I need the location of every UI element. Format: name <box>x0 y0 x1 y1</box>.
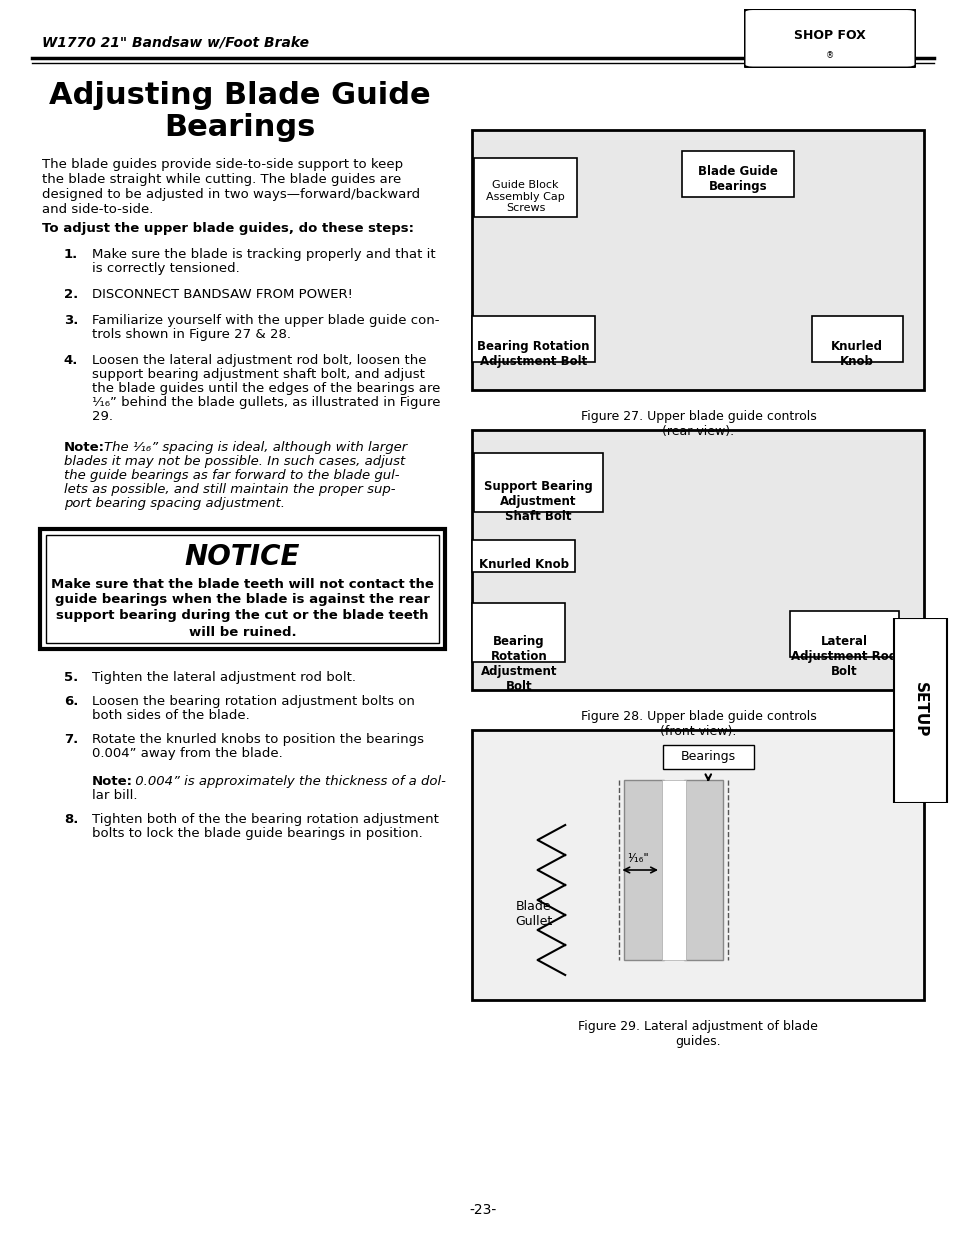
Text: 4.: 4. <box>64 354 78 367</box>
Text: 29.: 29. <box>91 410 112 424</box>
Text: is correctly tensioned.: is correctly tensioned. <box>91 262 239 275</box>
Text: port bearing spacing adjustment.: port bearing spacing adjustment. <box>64 496 285 510</box>
Text: 5.: 5. <box>64 671 78 684</box>
Text: will be ruined.: will be ruined. <box>189 625 296 638</box>
Text: Lateral
Adjustment Rod
Bolt: Lateral Adjustment Rod Bolt <box>791 635 897 678</box>
FancyBboxPatch shape <box>472 316 594 362</box>
Text: NOTICE: NOTICE <box>185 543 300 571</box>
Text: Figure 27. Upper blade guide controls
(rear view).: Figure 27. Upper blade guide controls (r… <box>580 410 816 438</box>
Bar <box>472 430 923 690</box>
Text: 1.: 1. <box>64 248 78 261</box>
Text: Tighten the lateral adjustment rod bolt.: Tighten the lateral adjustment rod bolt. <box>91 671 355 684</box>
Text: The blade guides provide side-to-side support to keep: The blade guides provide side-to-side su… <box>42 158 403 170</box>
Text: designed to be adjusted in two ways—forward/backward: designed to be adjusted in two ways—forw… <box>42 188 420 201</box>
FancyBboxPatch shape <box>474 158 577 217</box>
FancyBboxPatch shape <box>681 151 793 198</box>
Text: support bearing during the cut or the blade teeth: support bearing during the cut or the bl… <box>56 610 428 622</box>
Text: Figure 28. Upper blade guide controls
(front view).: Figure 28. Upper blade guide controls (f… <box>580 710 816 739</box>
Text: W1770 21" Bandsaw w/Foot Brake: W1770 21" Bandsaw w/Foot Brake <box>42 35 309 49</box>
FancyBboxPatch shape <box>662 745 753 769</box>
FancyBboxPatch shape <box>789 611 898 657</box>
Text: 0.004” away from the blade.: 0.004” away from the blade. <box>91 747 282 760</box>
Text: lets as possible, and still maintain the proper sup-: lets as possible, and still maintain the… <box>64 483 395 496</box>
Text: Knurled Knob: Knurled Knob <box>478 558 568 571</box>
Text: Guide Block
Assembly Cap
Screws: Guide Block Assembly Cap Screws <box>486 180 564 214</box>
Text: trols shown in Figure 27 & 28.: trols shown in Figure 27 & 28. <box>91 329 291 341</box>
Text: 8.: 8. <box>64 813 78 826</box>
Text: 0.004” is approximately the thickness of a dol-: 0.004” is approximately the thickness of… <box>131 776 445 788</box>
FancyBboxPatch shape <box>472 540 575 572</box>
Text: Rotate the knurled knobs to position the bearings: Rotate the knurled knobs to position the… <box>91 734 423 746</box>
Text: ®: ® <box>825 52 833 61</box>
FancyBboxPatch shape <box>472 603 564 662</box>
Text: ¹⁄₁₆": ¹⁄₁₆" <box>627 852 648 864</box>
Text: and side-to-side.: and side-to-side. <box>42 203 153 216</box>
Text: lar bill.: lar bill. <box>91 789 137 802</box>
Text: Bearings: Bearings <box>680 750 735 763</box>
Bar <box>472 730 923 1000</box>
Text: Figure 29. Lateral adjustment of blade
guides.: Figure 29. Lateral adjustment of blade g… <box>578 1020 818 1049</box>
Bar <box>624 781 663 960</box>
Text: Loosen the lateral adjustment rod bolt, loosen the: Loosen the lateral adjustment rod bolt, … <box>91 354 426 367</box>
Bar <box>40 529 444 650</box>
Text: Note:: Note: <box>91 776 132 788</box>
Text: 7.: 7. <box>64 734 78 746</box>
FancyBboxPatch shape <box>474 453 602 513</box>
Text: 6.: 6. <box>64 695 78 708</box>
Bar <box>661 781 685 960</box>
Text: SETUP: SETUP <box>912 683 927 737</box>
Bar <box>46 535 438 643</box>
Text: SHOP FOX: SHOP FOX <box>793 28 865 42</box>
FancyBboxPatch shape <box>743 9 915 68</box>
Text: Make sure the blade is tracking properly and that it: Make sure the blade is tracking properly… <box>91 248 435 261</box>
Text: To adjust the upper blade guides, do these steps:: To adjust the upper blade guides, do the… <box>42 222 414 235</box>
Text: Blade
Gullet: Blade Gullet <box>515 900 552 927</box>
Text: guide bearings when the blade is against the rear: guide bearings when the blade is against… <box>55 594 430 606</box>
Text: support bearing adjustment shaft bolt, and adjust: support bearing adjustment shaft bolt, a… <box>91 368 424 382</box>
Text: Make sure that the blade teeth will not contact the: Make sure that the blade teeth will not … <box>51 578 434 590</box>
Bar <box>683 781 722 960</box>
Text: The ¹⁄₁₆” spacing is ideal, although with larger: The ¹⁄₁₆” spacing is ideal, although wit… <box>104 441 407 454</box>
Text: blades it may not be possible. In such cases, adjust: blades it may not be possible. In such c… <box>64 454 405 468</box>
Bar <box>472 130 923 390</box>
FancyBboxPatch shape <box>811 316 902 362</box>
Bar <box>893 618 946 803</box>
Text: both sides of the blade.: both sides of the blade. <box>91 709 249 722</box>
Text: 3.: 3. <box>64 314 78 327</box>
Text: Knurled
Knob: Knurled Knob <box>830 340 882 368</box>
Text: the guide bearings as far forward to the blade gul-: the guide bearings as far forward to the… <box>64 469 399 482</box>
Text: Loosen the bearing rotation adjustment bolts on: Loosen the bearing rotation adjustment b… <box>91 695 414 708</box>
Text: Note:: Note: <box>64 441 105 454</box>
Text: Bearings: Bearings <box>164 112 314 142</box>
Text: ¹⁄₁₆” behind the blade gullets, as illustrated in Figure: ¹⁄₁₆” behind the blade gullets, as illus… <box>91 396 439 409</box>
Text: Blade Guide
Bearings: Blade Guide Bearings <box>698 165 777 193</box>
Text: Support Bearing
Adjustment
Shaft Bolt: Support Bearing Adjustment Shaft Bolt <box>484 480 593 522</box>
Text: -23-: -23- <box>469 1203 497 1216</box>
Text: Bearing
Rotation
Adjustment
Bolt: Bearing Rotation Adjustment Bolt <box>480 635 557 693</box>
Text: Adjusting Blade Guide: Adjusting Blade Guide <box>49 80 430 110</box>
Text: bolts to lock the blade guide bearings in position.: bolts to lock the blade guide bearings i… <box>91 827 422 840</box>
Text: the blade guides until the edges of the bearings are: the blade guides until the edges of the … <box>91 382 439 395</box>
Text: the blade straight while cutting. The blade guides are: the blade straight while cutting. The bl… <box>42 173 401 186</box>
Text: Tighten both of the the bearing rotation adjustment: Tighten both of the the bearing rotation… <box>91 813 438 826</box>
Text: Bearing Rotation
Adjustment Bolt: Bearing Rotation Adjustment Bolt <box>476 340 589 368</box>
Text: DISCONNECT BANDSAW FROM POWER!: DISCONNECT BANDSAW FROM POWER! <box>91 288 352 301</box>
Text: Familiarize yourself with the upper blade guide con-: Familiarize yourself with the upper blad… <box>91 314 438 327</box>
Text: 2.: 2. <box>64 288 78 301</box>
